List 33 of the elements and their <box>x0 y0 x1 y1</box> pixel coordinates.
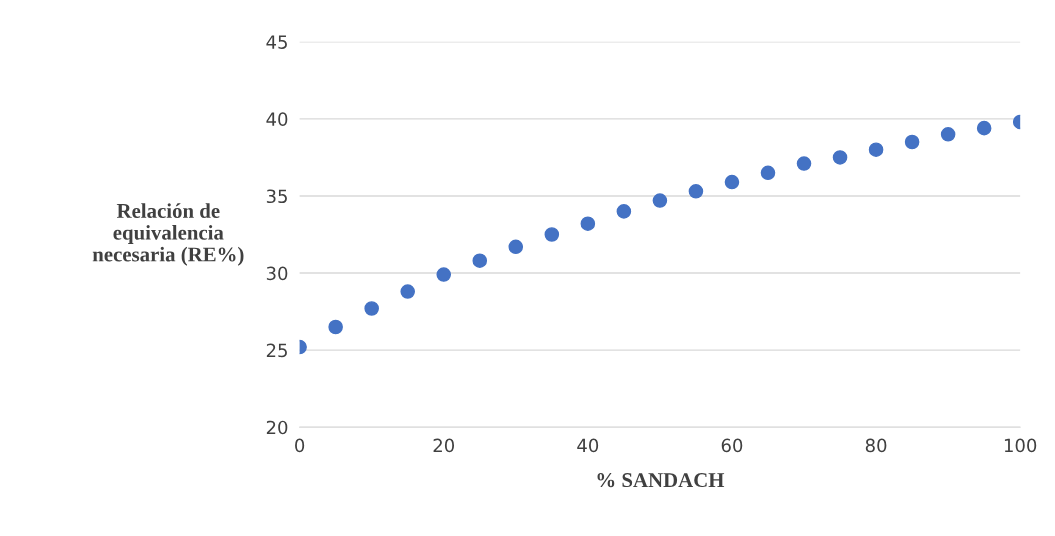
y-tick-label: 20 <box>266 420 288 435</box>
point <box>544 227 560 242</box>
point <box>580 216 596 231</box>
x-tick-label: 100 <box>1004 438 1037 453</box>
point <box>724 174 740 190</box>
point <box>508 239 524 255</box>
point <box>616 204 632 219</box>
y-tick-label: 40 <box>266 112 288 126</box>
x-tick-label: 80 <box>865 438 887 453</box>
x-tick-label: 40 <box>577 438 599 453</box>
y-tick-label: 30 <box>266 266 288 281</box>
point <box>940 127 956 142</box>
point <box>472 253 488 268</box>
point <box>328 319 343 335</box>
point <box>400 284 415 299</box>
y-tick-label: 35 <box>266 189 287 204</box>
point <box>688 184 704 199</box>
point <box>796 156 812 171</box>
y-axis-title: Relación de equivalencia necesaria (RE%) <box>92 203 244 266</box>
point <box>760 165 776 181</box>
point <box>436 267 452 282</box>
point <box>976 120 992 136</box>
point <box>652 193 668 208</box>
y-tick-label: 45 <box>266 35 287 49</box>
x-tick-label: 60 <box>721 438 743 453</box>
x-tick-label: 20 <box>433 438 455 453</box>
point <box>364 301 379 316</box>
y-tick-label: 25 <box>266 343 287 358</box>
point <box>832 150 848 165</box>
x-axis-title: % SANDACH <box>597 473 725 488</box>
x-tick-label: 0 <box>295 438 305 453</box>
point <box>868 142 884 157</box>
point <box>904 134 920 150</box>
